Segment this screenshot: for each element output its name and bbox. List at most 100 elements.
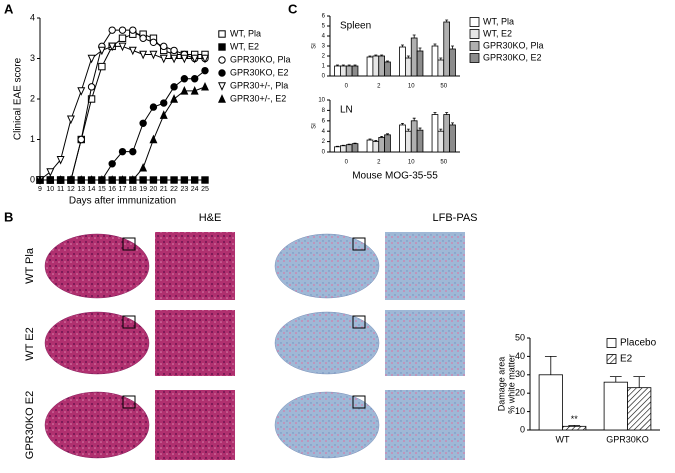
x-tick-label: WT (556, 434, 570, 444)
bar (431, 114, 439, 153)
marker (87, 175, 96, 184)
marker (159, 110, 168, 119)
legend-label: GPR30KO, E2 (230, 67, 289, 77)
row-label: GPR30KO E2 (24, 391, 36, 459)
zoom-image (385, 310, 465, 376)
y-tick-label: 6 (322, 118, 326, 124)
marker (218, 82, 226, 91)
marker (87, 95, 96, 103)
y-tick-label: 3 (322, 44, 326, 50)
bar (437, 130, 445, 153)
x-tick-label: 14 (88, 186, 96, 193)
x-tick-label: 22 (170, 186, 178, 193)
marker (180, 75, 189, 83)
x-tick-label: 2 (377, 84, 381, 90)
marker (139, 34, 147, 42)
error-bar (633, 376, 646, 388)
y-axis-label: % white matter (506, 354, 516, 414)
error-bar (451, 122, 454, 125)
error-bar (347, 143, 351, 145)
error-bar (412, 117, 416, 121)
zoom-image (155, 310, 235, 376)
legend-label: GPR30KO, Pla (230, 54, 291, 64)
marker (56, 175, 65, 184)
zoom-image (385, 232, 465, 300)
marker (218, 69, 226, 77)
y-axis-label: Clinical EAE score (13, 57, 24, 140)
error-bar (341, 64, 345, 66)
error-bar (336, 64, 339, 66)
marker (218, 94, 226, 103)
bar (339, 145, 347, 153)
zoom-image (155, 232, 235, 300)
y-tick-label: 0 (322, 150, 326, 156)
x-tick-label: 25 (201, 186, 209, 193)
series-line (40, 70, 206, 181)
marker (87, 83, 96, 91)
x-tick-label: 11 (57, 186, 64, 193)
y-tick-label: 2 (322, 54, 326, 60)
legend-swatch (469, 41, 480, 51)
spinal-cord-section (44, 311, 150, 375)
x-tick-label: 10 (46, 186, 54, 193)
legend-label: WT, Pla (230, 28, 261, 38)
bar (404, 57, 412, 77)
error-bar (368, 138, 372, 141)
x-tick-label: 10 (408, 84, 415, 90)
bar (372, 141, 380, 153)
bar (351, 65, 359, 77)
zoom-box (122, 237, 136, 251)
error-bar (439, 57, 443, 60)
histology-images (44, 232, 465, 460)
legend-swatch (469, 53, 480, 63)
bar (399, 124, 406, 153)
x-axis-label: Mouse MOG-35-55 (352, 171, 438, 182)
marker (170, 54, 179, 64)
marker (139, 162, 148, 172)
bar (416, 129, 424, 153)
y-axis-label: SI (312, 43, 318, 49)
marker (201, 176, 209, 184)
y-tick-label: 5 (322, 24, 326, 30)
legend-swatch (606, 354, 617, 364)
error-bar (336, 145, 339, 147)
column-header: H&E (199, 212, 222, 224)
marker (170, 46, 178, 55)
zoom-box (122, 315, 136, 329)
marker (36, 175, 44, 184)
marker (118, 42, 127, 52)
error-bar (433, 43, 437, 46)
error-bar (406, 128, 410, 132)
spinal-cord-section (274, 311, 380, 375)
series-line (40, 29, 205, 181)
x-tick-label: 0 (345, 160, 349, 166)
marker (139, 50, 148, 60)
marker (190, 54, 199, 64)
marker (139, 176, 147, 184)
legend-label: WT, E2 (483, 28, 512, 38)
marker (170, 83, 178, 91)
zoom-box (352, 395, 366, 409)
x-axis-label: Days after immunization (69, 196, 176, 207)
y-tick-label: 0 (322, 74, 326, 80)
marker (149, 176, 158, 184)
zoom-box (352, 237, 366, 251)
legend-label: GPR30KO, Pla (483, 40, 544, 50)
spinal-cord-section (274, 391, 380, 459)
error-bar (401, 123, 404, 125)
marker (190, 176, 199, 184)
x-tick-label: 10 (408, 160, 415, 166)
x-tick-label: 16 (108, 186, 116, 193)
marker (66, 175, 75, 184)
error-bar (380, 54, 384, 56)
x-tick-label: 13 (77, 186, 85, 193)
legend-label: GPR30+/-, E2 (230, 93, 286, 103)
bar (538, 374, 563, 431)
panel-label: A (4, 1, 14, 16)
x-tick-label: 17 (119, 186, 127, 193)
error-bar (368, 55, 372, 57)
legend-swatch (469, 17, 480, 27)
spinal-cord-section (44, 233, 150, 299)
error-bar (445, 19, 449, 22)
